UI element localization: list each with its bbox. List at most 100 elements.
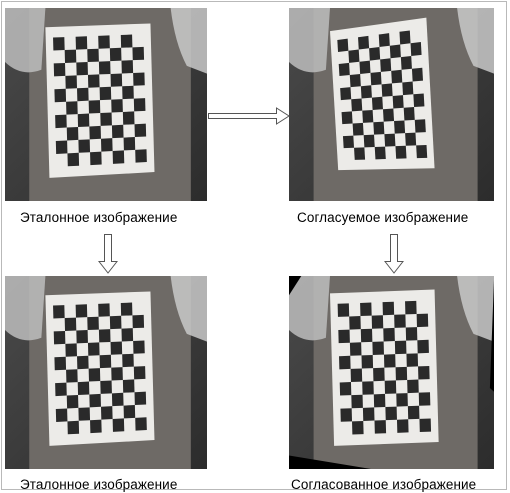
checker-square	[396, 393, 408, 407]
checker-square	[89, 393, 101, 408]
checker-square	[98, 303, 110, 317]
checker-square	[414, 119, 426, 133]
checker-square	[54, 88, 67, 103]
checker-square	[77, 381, 90, 395]
moving-image-top	[289, 8, 494, 201]
hand-left	[289, 276, 330, 341]
checker-square	[416, 313, 429, 328]
checker-square	[109, 315, 122, 330]
checker-square	[418, 392, 431, 406]
checker-square	[76, 330, 88, 344]
checker-square	[370, 71, 382, 86]
checker-square	[77, 113, 90, 127]
checker-square	[87, 342, 100, 356]
checker-square	[369, 46, 381, 61]
checker-square	[66, 126, 79, 141]
checker-square	[371, 315, 384, 329]
hand-right	[457, 276, 494, 342]
checker-square	[54, 356, 67, 371]
checker-square	[122, 85, 134, 100]
checker-square	[337, 303, 350, 317]
checker-square	[410, 41, 422, 56]
checker-square	[363, 134, 375, 148]
checker-square	[64, 317, 77, 331]
checker-square	[360, 328, 373, 343]
checker-square	[360, 302, 372, 317]
caption-moving-top: Согласуемое изображение	[297, 210, 469, 225]
checker-square	[88, 100, 101, 114]
checker-square	[77, 355, 89, 370]
checker-square	[371, 96, 383, 110]
caption-reference-bottom: Эталонное изображение	[20, 477, 178, 492]
checker-square	[384, 380, 397, 394]
reference-image-top	[5, 8, 207, 201]
checker-square	[349, 73, 361, 88]
checker-square	[372, 341, 384, 355]
checker-square	[99, 354, 112, 369]
checker-square	[89, 125, 101, 140]
checker-square	[395, 145, 407, 159]
checker-square	[416, 144, 428, 159]
checker-square	[100, 380, 112, 394]
checker-square	[339, 355, 351, 370]
checker-square	[354, 147, 366, 160]
checker-square	[383, 327, 395, 342]
checker-square	[109, 47, 122, 62]
checker-square	[66, 369, 78, 383]
checker-square	[123, 405, 136, 419]
checker-square	[382, 108, 395, 122]
checker-square	[98, 35, 110, 49]
checker-square	[53, 305, 65, 319]
checker-square	[394, 120, 406, 134]
checker-square	[132, 314, 145, 329]
checker-square	[66, 101, 78, 115]
warp-border	[289, 455, 371, 469]
checker-square	[391, 69, 403, 84]
checker-square	[67, 420, 80, 435]
checker-square	[134, 391, 147, 406]
checker-square	[417, 339, 429, 354]
checker-square	[383, 354, 396, 368]
checker-square	[133, 72, 145, 86]
hand-left	[5, 276, 46, 341]
hand-right	[457, 8, 494, 74]
checker-square	[351, 98, 363, 112]
hand-left	[5, 8, 46, 73]
warp-border	[489, 279, 494, 392]
checker-square	[53, 37, 65, 51]
checker-square	[384, 133, 396, 147]
checker-square	[352, 420, 364, 435]
checker-square	[349, 342, 362, 356]
registered-image-bottom	[289, 276, 494, 469]
checker-square	[77, 87, 89, 102]
checker-square	[111, 99, 123, 113]
checker-square	[362, 407, 375, 421]
checker-square	[380, 58, 392, 72]
checker-square	[132, 46, 145, 61]
checker-square	[342, 135, 355, 149]
checker-square	[396, 419, 409, 433]
checker-square	[413, 93, 425, 108]
checker-square	[110, 73, 123, 87]
checker-square	[134, 123, 147, 138]
checker-square	[98, 61, 111, 75]
right-arrow-icon	[208, 107, 290, 125]
checker-square	[378, 33, 390, 47]
checker-square	[55, 114, 67, 129]
hand-right	[170, 8, 207, 74]
checker-square	[133, 98, 146, 112]
checker-square	[66, 394, 79, 409]
checker-square	[373, 121, 385, 135]
checker-square	[90, 419, 102, 434]
checker-square	[418, 366, 430, 380]
checker-square	[133, 366, 146, 380]
hand-right	[170, 276, 207, 342]
checker-square	[341, 111, 353, 125]
checker-square	[382, 301, 395, 316]
photo-svg	[5, 8, 207, 201]
checker-square	[111, 124, 124, 139]
photo-svg	[289, 276, 494, 469]
checker-square	[112, 418, 125, 432]
checker-square	[55, 408, 68, 422]
checker-square	[100, 112, 112, 126]
